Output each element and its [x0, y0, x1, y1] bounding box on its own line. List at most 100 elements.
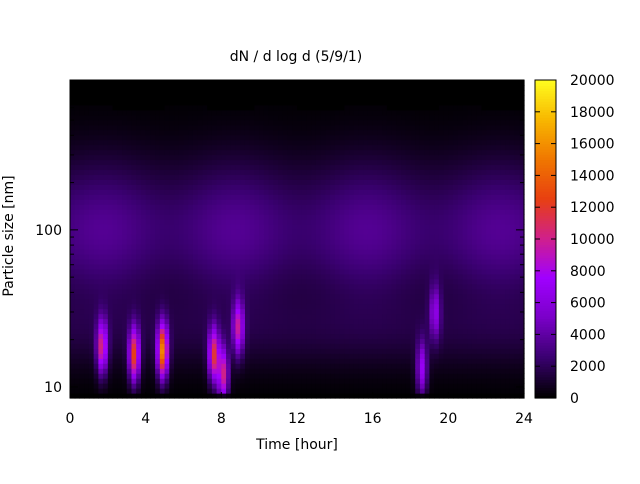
heatmap-cell	[178, 204, 185, 210]
heatmap-cell	[183, 353, 189, 359]
heatmap-cell	[330, 348, 336, 354]
heatmap-cell	[334, 134, 341, 141]
heatmap-cell	[268, 363, 274, 369]
heatmap-cell	[382, 248, 388, 255]
heatmap-cell	[70, 154, 76, 161]
heatmap-cell	[315, 253, 322, 260]
heatmap-cell	[415, 288, 421, 295]
heatmap-cell	[226, 338, 232, 344]
heatmap-cell	[297, 219, 303, 225]
heatmap-cell	[140, 134, 147, 141]
heatmap-cell	[353, 388, 360, 394]
heatmap-cell	[70, 328, 76, 335]
heatmap-cell	[155, 164, 161, 171]
heatmap-cell	[405, 89, 412, 96]
heatmap-cell	[292, 234, 298, 240]
heatmap-cell	[254, 174, 260, 180]
heatmap-cell	[122, 328, 128, 335]
heatmap-cell	[188, 109, 194, 116]
heatmap-cell	[164, 80, 170, 86]
heatmap-cell	[367, 333, 374, 339]
heatmap-cell	[358, 129, 364, 136]
heatmap-cell	[311, 258, 317, 265]
heatmap-cell	[169, 154, 175, 161]
heatmap-cell	[301, 378, 308, 384]
heatmap-cell	[188, 99, 194, 106]
heatmap-cell	[311, 169, 317, 176]
heatmap-cell	[415, 89, 421, 96]
heatmap-cell	[401, 248, 407, 255]
heatmap-cell	[320, 164, 326, 171]
heatmap-cell	[131, 283, 137, 290]
heatmap-cell	[183, 104, 189, 111]
heatmap-cell	[178, 388, 185, 394]
heatmap-cell	[396, 378, 402, 384]
heatmap-cell	[188, 84, 194, 91]
heatmap-cell	[74, 393, 81, 399]
heatmap-cell	[320, 318, 326, 325]
heatmap-cell	[188, 229, 194, 235]
heatmap-cell	[126, 224, 133, 230]
heatmap-cell	[401, 293, 407, 300]
heatmap-cell	[396, 288, 402, 295]
heatmap-cell	[93, 219, 99, 225]
heatmap-cell	[339, 278, 345, 285]
heatmap-cell	[297, 89, 303, 96]
heatmap-cell	[254, 288, 260, 295]
heatmap-cell	[174, 124, 180, 131]
heatmap-cell	[434, 388, 440, 394]
heatmap-cell	[183, 298, 189, 305]
heatmap-cell	[424, 258, 431, 265]
heatmap-cell	[202, 104, 208, 111]
heatmap-cell	[349, 313, 355, 320]
heatmap-cell	[297, 393, 303, 399]
heatmap-cell	[273, 204, 279, 210]
heatmap-cell	[339, 94, 345, 101]
heatmap-cell	[145, 268, 151, 275]
heatmap-cell	[230, 104, 237, 111]
heatmap-cell	[396, 343, 402, 349]
heatmap-cell	[429, 338, 435, 344]
heatmap-cell	[297, 378, 303, 384]
heatmap-cell	[188, 363, 194, 369]
heatmap-cell	[301, 358, 308, 364]
heatmap-cell	[419, 348, 426, 354]
heatmap-cell	[349, 393, 355, 399]
heatmap-cell	[259, 328, 265, 335]
heatmap-cell	[140, 268, 147, 275]
heatmap-cell	[334, 199, 341, 205]
heatmap-cell	[386, 189, 393, 195]
heatmap-cell	[377, 119, 383, 126]
heatmap-cell	[419, 179, 426, 185]
heatmap-cell	[377, 199, 383, 205]
heatmap-cell	[263, 243, 270, 250]
heatmap-cell	[230, 99, 237, 106]
heatmap-cell	[98, 338, 104, 344]
heatmap-cell	[282, 293, 289, 300]
heatmap-cell	[122, 239, 128, 245]
heatmap-cell	[434, 333, 440, 339]
heatmap-cell	[93, 393, 99, 399]
heatmap-cell	[386, 333, 393, 339]
heatmap-cell	[419, 239, 426, 245]
heatmap-cell	[363, 393, 369, 399]
heatmap-cell	[84, 194, 90, 200]
heatmap-cell	[282, 239, 289, 245]
heatmap-cell	[230, 129, 237, 136]
heatmap-cell	[325, 278, 331, 285]
heatmap-cell	[367, 214, 374, 220]
heatmap-cell	[207, 258, 213, 265]
heatmap-cell	[70, 248, 76, 255]
heatmap-cell	[235, 268, 241, 275]
heatmap-cell	[150, 204, 156, 210]
heatmap-cell	[434, 288, 440, 295]
heatmap-cell	[122, 229, 128, 235]
heatmap-cell	[235, 229, 241, 235]
heatmap-cell	[88, 94, 95, 101]
heatmap-cell	[278, 109, 284, 116]
heatmap-cell	[79, 243, 85, 250]
heatmap-cell	[363, 99, 369, 106]
heatmap-cell	[164, 179, 170, 185]
heatmap-cell	[434, 189, 440, 195]
heatmap-cell	[282, 338, 289, 344]
